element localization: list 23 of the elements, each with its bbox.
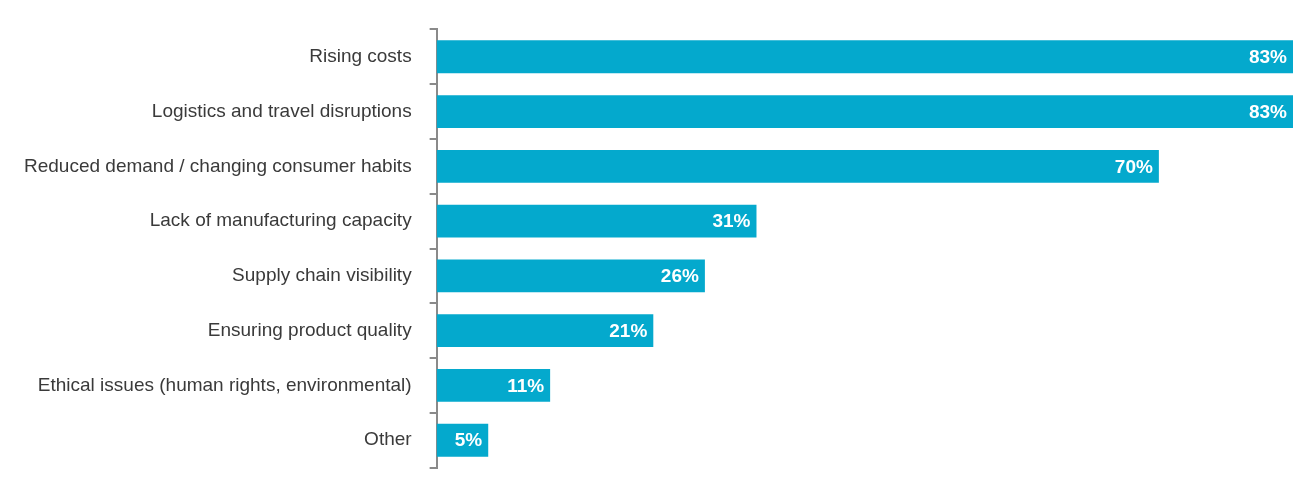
bar	[436, 314, 654, 348]
data-label: 31%	[712, 210, 751, 232]
data-label: 83%	[1248, 46, 1288, 68]
bar	[436, 40, 1293, 74]
y-tick-label: Supply chain visibility	[232, 264, 413, 286]
data-label: 83%	[1248, 100, 1288, 122]
data-label: 70%	[1114, 155, 1153, 177]
data-label: 5%	[454, 429, 483, 451]
y-tick-label: Lack of manufacturing capacity	[149, 209, 413, 231]
data-label: 11%	[507, 374, 545, 396]
y-tick-label: Ethical issues (human rights, environmental)	[37, 373, 412, 395]
bar	[436, 259, 705, 293]
bar	[436, 204, 757, 238]
y-tick-label: Reduced demand / changing consumer habits	[23, 154, 412, 176]
y-tick-label: Ensuring product quality	[207, 318, 413, 340]
data-label: 21%	[609, 319, 648, 341]
y-tick-label: Other	[364, 428, 413, 450]
bar	[436, 95, 1293, 128]
bar	[436, 369, 551, 402]
y-tick-label: Logistics and travel disruptions	[151, 99, 412, 121]
bar	[436, 149, 1159, 183]
data-label: 26%	[660, 265, 699, 287]
y-tick-label: Rising costs	[309, 45, 412, 67]
